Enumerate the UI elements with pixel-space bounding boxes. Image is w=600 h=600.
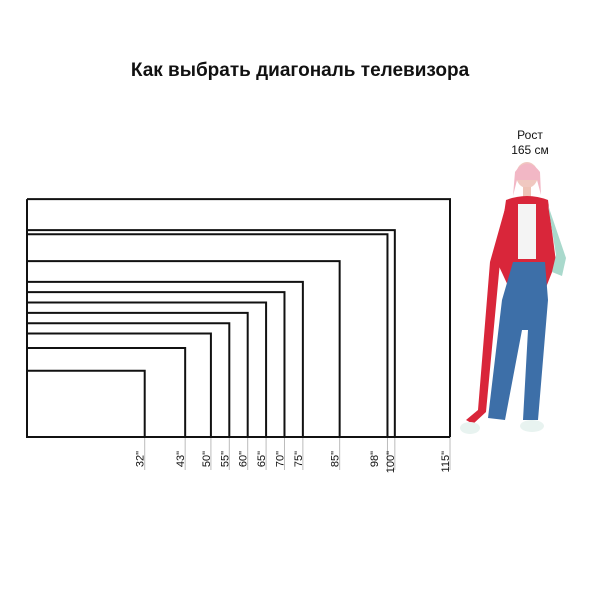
size-label: 100" <box>385 451 397 473</box>
person-height-label: Рост 165 см <box>495 128 565 158</box>
size-label: 75" <box>293 451 305 467</box>
tv-outline-85 <box>27 260 341 437</box>
tv-outline-65 <box>27 301 268 437</box>
height-label-line2: 165 см <box>511 143 549 157</box>
size-label: 50" <box>201 451 213 467</box>
tv-outline-98 <box>27 233 389 437</box>
page-title: Как выбрать диагональ телевизора <box>130 60 470 81</box>
tv-outline-115 <box>27 198 451 437</box>
tv-outline-32 <box>27 369 146 437</box>
size-label: 98" <box>369 451 381 467</box>
size-label: 32" <box>135 451 147 467</box>
size-label: 43" <box>175 451 187 467</box>
tv-outline-60 <box>27 311 249 437</box>
tv-outline-43 <box>27 347 187 437</box>
person-figure <box>460 162 566 434</box>
size-label: 60" <box>238 451 250 467</box>
tv-outline-50 <box>27 332 212 437</box>
tv-outline-55 <box>27 322 231 437</box>
tv-outline-100 <box>27 229 396 437</box>
size-label: 65" <box>256 451 268 467</box>
size-label: 115" <box>440 451 452 473</box>
tv-outline-70 <box>27 291 286 437</box>
size-label: 55" <box>219 451 231 467</box>
size-label: 85" <box>330 451 342 467</box>
height-label-line1: Рост <box>517 128 543 142</box>
size-label: 70" <box>274 451 286 467</box>
tv-outline-75 <box>27 280 304 437</box>
diagram-axes <box>26 199 450 438</box>
